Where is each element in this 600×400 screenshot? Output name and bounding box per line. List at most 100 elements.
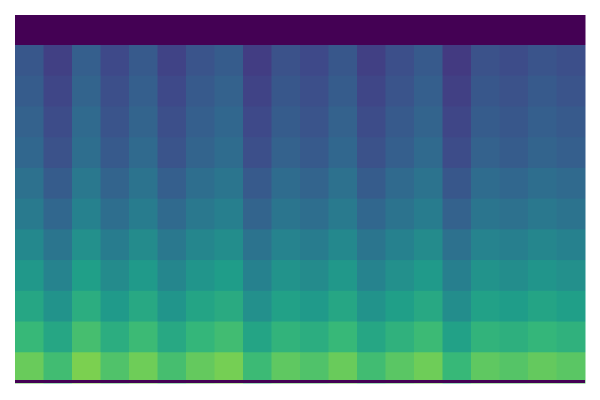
cell — [385, 352, 415, 384]
cell — [556, 321, 586, 353]
cell — [357, 229, 386, 261]
cell — [471, 45, 500, 77]
cell — [499, 45, 529, 77]
cell — [214, 106, 244, 138]
cell — [15, 45, 44, 77]
cell — [15, 260, 44, 292]
cell — [442, 167, 472, 200]
cell — [214, 15, 244, 46]
cell — [271, 15, 301, 46]
cell — [129, 198, 158, 230]
cell — [414, 260, 443, 292]
cell — [100, 15, 130, 46]
cell — [186, 321, 215, 353]
cell — [385, 45, 415, 77]
cell — [43, 290, 73, 323]
cell — [414, 137, 443, 169]
cell — [471, 198, 500, 230]
cell — [129, 75, 158, 107]
cell — [385, 321, 415, 353]
cell — [100, 290, 130, 323]
cell — [214, 45, 244, 77]
cell — [300, 75, 329, 107]
cell — [442, 106, 472, 138]
cell — [414, 229, 443, 261]
cell — [43, 260, 73, 292]
cell — [528, 260, 557, 292]
cell — [442, 45, 472, 77]
cell — [385, 290, 415, 323]
cell — [300, 198, 329, 230]
cell — [271, 137, 301, 169]
cell — [43, 167, 73, 200]
cell — [243, 167, 272, 200]
cell — [15, 321, 44, 353]
cell — [300, 260, 329, 292]
cell — [214, 167, 244, 200]
cell — [442, 198, 472, 230]
cell — [15, 352, 44, 384]
cell — [271, 45, 301, 77]
cell — [556, 198, 586, 230]
cell — [414, 167, 443, 200]
cell — [43, 229, 73, 261]
cell — [328, 290, 358, 323]
cell — [499, 137, 529, 169]
cell — [243, 260, 272, 292]
cell — [271, 260, 301, 292]
cell — [414, 321, 443, 353]
cell — [72, 229, 101, 261]
cell — [300, 321, 329, 353]
cell — [186, 45, 215, 77]
cell — [43, 321, 73, 353]
cell — [528, 229, 557, 261]
cell — [100, 167, 130, 200]
cell — [186, 229, 215, 261]
cell — [157, 15, 187, 46]
cell — [300, 167, 329, 200]
cell — [499, 106, 529, 138]
cell — [271, 75, 301, 107]
cell — [442, 15, 472, 46]
cell — [157, 229, 187, 261]
cell — [300, 229, 329, 261]
cell — [556, 15, 586, 46]
cell — [72, 290, 101, 323]
cell — [414, 15, 443, 46]
cell — [385, 106, 415, 138]
cell — [72, 198, 101, 230]
cell — [214, 75, 244, 107]
cell — [72, 15, 101, 46]
cell — [100, 137, 130, 169]
cell — [385, 229, 415, 261]
cell — [43, 75, 73, 107]
cell — [357, 106, 386, 138]
cell — [271, 229, 301, 261]
cell — [528, 198, 557, 230]
cell — [471, 290, 500, 323]
cell — [300, 290, 329, 323]
cell — [243, 15, 272, 46]
cell — [556, 137, 586, 169]
cell — [499, 167, 529, 200]
cell — [442, 352, 472, 384]
cell — [471, 106, 500, 138]
cell — [129, 167, 158, 200]
cell — [72, 137, 101, 169]
cell — [528, 352, 557, 384]
cell — [243, 198, 272, 230]
cell — [357, 290, 386, 323]
cell — [129, 229, 158, 261]
cell — [243, 321, 272, 353]
cell — [528, 45, 557, 77]
cell — [556, 106, 586, 138]
cell — [357, 45, 386, 77]
cell — [328, 45, 358, 77]
cell — [271, 167, 301, 200]
cell — [72, 75, 101, 107]
cell — [243, 137, 272, 169]
cell — [300, 45, 329, 77]
cell — [385, 137, 415, 169]
cell — [556, 75, 586, 107]
cell — [15, 137, 44, 169]
